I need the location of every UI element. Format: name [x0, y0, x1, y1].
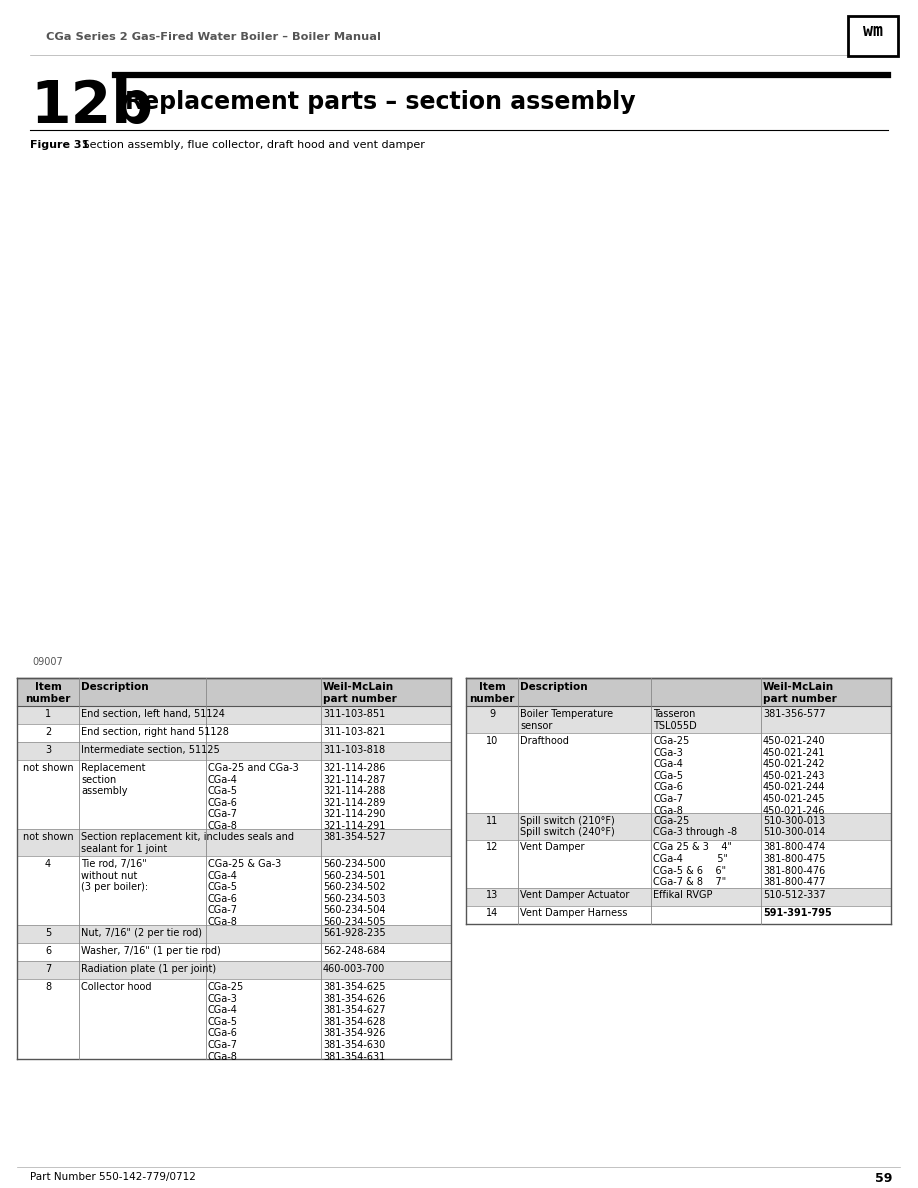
- Bar: [466, 905, 891, 923]
- Text: CGa-25 & Ga-3
CGa-4
CGa-5
CGa-6
CGa-7
CGa-8: CGa-25 & Ga-3 CGa-4 CGa-5 CGa-6 CGa-7 CG…: [208, 859, 281, 927]
- Text: 321-114-286
321-114-287
321-114-288
321-114-289
321-114-290
321-114-291: 321-114-286 321-114-287 321-114-288 321-…: [323, 763, 386, 830]
- Text: CGa-25
CGa-3 through -8: CGa-25 CGa-3 through -8: [653, 815, 737, 838]
- Text: CGa-25 and CGa-3
CGa-4
CGa-5
CGa-6
CGa-7
CGa-8: CGa-25 and CGa-3 CGa-4 CGa-5 CGa-6 CGa-7…: [208, 763, 298, 830]
- Text: 09007: 09007: [32, 657, 62, 666]
- Text: 562-248-684: 562-248-684: [323, 946, 386, 956]
- Text: 10: 10: [486, 737, 498, 746]
- Text: 381-354-527: 381-354-527: [323, 832, 386, 842]
- Text: Boiler Temperature
sensor: Boiler Temperature sensor: [520, 709, 613, 731]
- Bar: [848, 15, 898, 56]
- Text: End section, right hand 51128: End section, right hand 51128: [81, 727, 229, 737]
- Text: 311-103-851: 311-103-851: [323, 709, 386, 719]
- Bar: [17, 961, 451, 979]
- Text: Vent Damper Harness: Vent Damper Harness: [520, 909, 627, 918]
- Text: 6: 6: [45, 946, 51, 956]
- Bar: [466, 706, 891, 733]
- Text: 381-800-474
381-800-475
381-800-476
381-800-477: 381-800-474 381-800-475 381-800-476 381-…: [763, 842, 825, 887]
- Text: Item
number: Item number: [469, 682, 515, 703]
- Text: 3: 3: [45, 745, 51, 756]
- Text: Replacement
section
assembly: Replacement section assembly: [81, 763, 145, 796]
- Text: not shown: not shown: [23, 763, 73, 773]
- Text: CGa Series 2 Gas-Fired Water Boiler – Boiler Manual: CGa Series 2 Gas-Fired Water Boiler – Bo…: [46, 32, 381, 42]
- Text: wm: wm: [863, 23, 883, 40]
- Text: CGa-25
CGa-3
CGa-4
CGa-5
CGa-6
CGa-7
CGa-8: CGa-25 CGa-3 CGa-4 CGa-5 CGa-6 CGa-7 CGa…: [653, 737, 689, 816]
- Text: 5: 5: [45, 928, 51, 939]
- Text: 11: 11: [486, 815, 498, 826]
- Bar: [17, 678, 451, 706]
- Text: CGa 25 & 3    4"
CGa-4           5"
CGa-5 & 6    6"
CGa-7 & 8    7": CGa 25 & 3 4" CGa-4 5" CGa-5 & 6 6" CGa-…: [653, 842, 732, 887]
- Bar: [30, 154, 888, 670]
- Text: Intermediate section, 51125: Intermediate section, 51125: [81, 745, 219, 756]
- Bar: [17, 943, 451, 961]
- Text: 560-234-500
560-234-501
560-234-502
560-234-503
560-234-504
560-234-505: 560-234-500 560-234-501 560-234-502 560-…: [323, 859, 386, 927]
- Text: 59: 59: [875, 1173, 892, 1184]
- Bar: [17, 857, 451, 925]
- Text: 311-103-818: 311-103-818: [323, 745, 386, 756]
- Bar: [466, 678, 891, 706]
- Text: 7: 7: [45, 963, 51, 974]
- Text: Tie rod, 7/16"
without nut
(3 per boiler):: Tie rod, 7/16" without nut (3 per boiler…: [81, 859, 148, 892]
- Bar: [17, 723, 451, 742]
- Text: 561-928-235: 561-928-235: [323, 928, 386, 939]
- Text: Section assembly, flue collector, draft hood and vent damper: Section assembly, flue collector, draft …: [72, 140, 425, 150]
- Text: Radiation plate (1 per joint): Radiation plate (1 per joint): [81, 963, 216, 974]
- Text: Part Number 550-142-779/0712: Part Number 550-142-779/0712: [30, 1173, 196, 1182]
- Text: Weil-McLain
part number: Weil-McLain part number: [763, 682, 836, 703]
- Bar: [17, 979, 451, 1059]
- Text: Tasseron
TSL055D: Tasseron TSL055D: [653, 709, 697, 731]
- Text: Replacement parts – section assembly: Replacement parts – section assembly: [125, 90, 635, 114]
- Text: Nut, 7/16" (2 per tie rod): Nut, 7/16" (2 per tie rod): [81, 928, 202, 939]
- Bar: [466, 733, 891, 813]
- Bar: [17, 742, 451, 760]
- Text: 12b: 12b: [30, 78, 153, 135]
- Text: Figure 31: Figure 31: [30, 140, 89, 150]
- Bar: [17, 925, 451, 943]
- Text: 381-354-625
381-354-626
381-354-627
381-354-628
381-354-926
381-354-630
381-354-: 381-354-625 381-354-626 381-354-627 381-…: [323, 982, 386, 1062]
- Text: 8: 8: [45, 982, 51, 992]
- Text: 450-021-240
450-021-241
450-021-242
450-021-243
450-021-244
450-021-245
450-021-: 450-021-240 450-021-241 450-021-242 450-…: [763, 737, 825, 816]
- Text: CGa-25
CGa-3
CGa-4
CGa-5
CGa-6
CGa-7
CGa-8: CGa-25 CGa-3 CGa-4 CGa-5 CGa-6 CGa-7 CGa…: [208, 982, 244, 1062]
- Text: 460-003-700: 460-003-700: [323, 963, 386, 974]
- Text: Effikal RVGP: Effikal RVGP: [653, 891, 712, 901]
- Text: Weil-McLain
part number: Weil-McLain part number: [323, 682, 397, 703]
- Text: Description: Description: [81, 682, 149, 691]
- Text: Description: Description: [520, 682, 588, 691]
- Text: Spill switch (210°F)
Spill switch (240°F): Spill switch (210°F) Spill switch (240°F…: [520, 815, 615, 838]
- Text: 14: 14: [486, 909, 498, 918]
- Text: Drafthood: Drafthood: [520, 737, 569, 746]
- Text: Vent Damper: Vent Damper: [520, 842, 585, 853]
- Text: not shown: not shown: [23, 832, 73, 842]
- Bar: [17, 829, 451, 857]
- Text: 1: 1: [45, 709, 51, 719]
- Bar: [848, 15, 898, 56]
- Text: 381-356-577: 381-356-577: [763, 709, 825, 719]
- Text: Vent Damper Actuator: Vent Damper Actuator: [520, 891, 630, 901]
- Text: Washer, 7/16" (1 per tie rod): Washer, 7/16" (1 per tie rod): [81, 946, 220, 956]
- Text: 311-103-821: 311-103-821: [323, 727, 386, 737]
- Bar: [17, 706, 451, 723]
- Text: 510-300-013
510-300-014: 510-300-013 510-300-014: [763, 815, 825, 838]
- Bar: [17, 760, 451, 829]
- Bar: [466, 813, 891, 840]
- Text: 2: 2: [45, 727, 51, 737]
- Text: Section replacement kit, includes seals and
sealant for 1 joint: Section replacement kit, includes seals …: [81, 832, 294, 854]
- Text: 12: 12: [486, 842, 498, 853]
- Text: End section, left hand, 51124: End section, left hand, 51124: [81, 709, 225, 719]
- Text: Item
number: Item number: [26, 682, 71, 703]
- Text: Collector hood: Collector hood: [81, 982, 151, 992]
- Text: 510-512-337: 510-512-337: [763, 891, 825, 901]
- Text: 13: 13: [486, 891, 498, 901]
- Text: 591-391-795: 591-391-795: [763, 909, 832, 918]
- Bar: [466, 840, 891, 887]
- Text: 4: 4: [45, 859, 51, 868]
- Bar: [466, 887, 891, 905]
- Text: 9: 9: [489, 709, 495, 719]
